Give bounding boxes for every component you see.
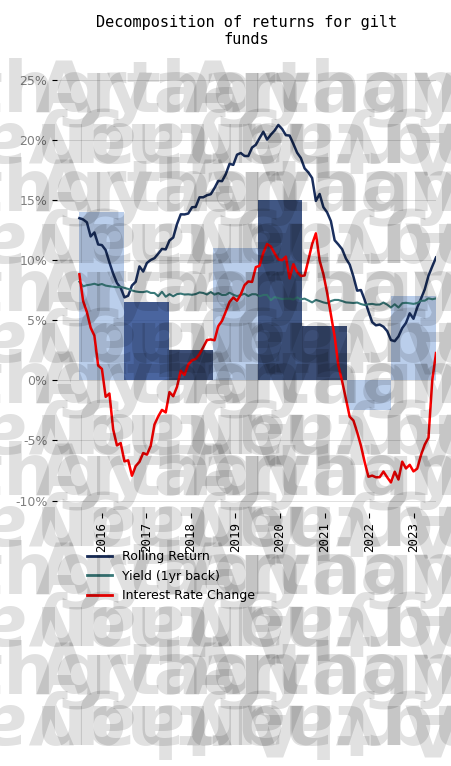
Line: Rolling Return: Rolling Return	[79, 125, 436, 341]
Rolling Return	[257, 133, 262, 142]
Rolling Return	[230, 160, 236, 169]
Text: Arthgyaan: Arthgyaan	[0, 440, 303, 509]
Text: Arthgyaan: Arthgyaan	[184, 440, 451, 509]
Bar	[169, 350, 213, 380]
Legend: Rolling Return, Yield (1yr back), Interest Rate Change: Rolling Return, Yield (1yr back), Intere…	[82, 545, 260, 607]
Text: Arthgyaan: Arthgyaan	[0, 157, 303, 226]
Text: Arthgyaan: Arthgyaan	[184, 540, 451, 609]
Interest Rate Change	[125, 456, 131, 465]
Text: Arthgyaan: Arthgyaan	[35, 157, 451, 226]
Text: Arthgyaan: Arthgyaan	[184, 207, 451, 276]
Text: Arthgyaan: Arthgyaan	[184, 257, 451, 326]
Text: Arthgyaan: Arthgyaan	[35, 207, 451, 276]
Text: Arthgyaan: Arthgyaan	[184, 640, 451, 709]
Bar	[79, 212, 124, 380]
Rolling Return	[411, 314, 416, 323]
Text: Arthgyaan: Arthgyaan	[35, 490, 451, 559]
Yield (1yr back)	[230, 290, 236, 300]
Yield (1yr back)	[257, 292, 262, 301]
Text: Arthgyaan: Arthgyaan	[184, 398, 451, 467]
Text: Arthgyaan: Arthgyaan	[35, 257, 451, 326]
Title: Decomposition of returns for gilt
funds: Decomposition of returns for gilt funds	[96, 15, 397, 47]
Text: Arthgyaan: Arthgyaan	[0, 207, 303, 276]
Text: Arthgyaan: Arthgyaan	[0, 689, 303, 758]
Yield (1yr back)	[125, 284, 131, 293]
Rolling Return	[268, 130, 274, 139]
Yield (1yr back)	[407, 299, 412, 308]
Rolling Return	[178, 210, 184, 219]
Interest Rate Change	[433, 349, 439, 358]
Text: Arthgyaan: Arthgyaan	[184, 490, 451, 559]
Text: Arthgyaan: Arthgyaan	[0, 107, 303, 176]
Text: Arthgyaan: Arthgyaan	[0, 57, 303, 126]
Text: Arthgyaan: Arthgyaan	[35, 306, 451, 375]
Rolling Return	[392, 336, 397, 345]
Text: Arthgyaan: Arthgyaan	[184, 107, 451, 176]
Text: Arthgyaan: Arthgyaan	[0, 349, 303, 417]
Line: Yield (1yr back): Yield (1yr back)	[79, 282, 436, 307]
Text: Arthgyaan: Arthgyaan	[35, 590, 451, 659]
Rolling Return	[276, 120, 281, 129]
Text: Arthgyaan: Arthgyaan	[35, 640, 451, 709]
Text: Arthgyaan: Arthgyaan	[0, 257, 303, 326]
Interest Rate Change	[313, 229, 318, 238]
Text: Arthgyaan: Arthgyaan	[35, 540, 451, 609]
Interest Rate Change	[268, 242, 274, 251]
Yield (1yr back)	[433, 294, 439, 303]
Text: Arthgyaan: Arthgyaan	[184, 689, 451, 758]
Bar	[258, 200, 302, 380]
Bar	[213, 248, 258, 380]
Interest Rate Change	[388, 478, 394, 487]
Text: Arthgyaan: Arthgyaan	[35, 57, 451, 126]
Bar	[124, 302, 169, 380]
Text: Arthgyaan: Arthgyaan	[0, 540, 303, 609]
Text: Arthgyaan: Arthgyaan	[0, 490, 303, 559]
Rolling Return	[77, 214, 82, 223]
Text: Arthgyaan: Arthgyaan	[184, 349, 451, 417]
Text: Arthgyaan: Arthgyaan	[0, 306, 303, 375]
Text: Arthgyaan: Arthgyaan	[35, 689, 451, 758]
Text: Arthgyaan: Arthgyaan	[184, 157, 451, 226]
Yield (1yr back)	[268, 296, 274, 305]
Bar	[347, 380, 391, 411]
Interest Rate Change	[257, 261, 262, 270]
Line: Interest Rate Change: Interest Rate Change	[79, 234, 436, 483]
Interest Rate Change	[77, 270, 82, 279]
Rolling Return	[433, 253, 439, 262]
Yield (1yr back)	[396, 303, 401, 312]
Yield (1yr back)	[77, 277, 82, 286]
Text: Arthgyaan: Arthgyaan	[35, 107, 451, 176]
Text: Arthgyaan: Arthgyaan	[35, 349, 451, 417]
Rolling Return	[125, 291, 131, 300]
Interest Rate Change	[230, 293, 236, 302]
Interest Rate Change	[411, 466, 416, 476]
Text: Arthgyaan: Arthgyaan	[0, 590, 303, 659]
Bar	[391, 296, 436, 380]
Text: Arthgyaan: Arthgyaan	[184, 590, 451, 659]
Text: Arthgyaan: Arthgyaan	[184, 57, 451, 126]
Text: Arthgyaan: Arthgyaan	[0, 398, 303, 467]
Bar	[302, 326, 347, 380]
Yield (1yr back)	[178, 289, 184, 298]
Text: Arthgyaan: Arthgyaan	[35, 440, 451, 509]
Text: Arthgyaan: Arthgyaan	[0, 640, 303, 709]
Interest Rate Change	[178, 366, 184, 375]
Text: Arthgyaan: Arthgyaan	[35, 398, 451, 467]
Text: Arthgyaan: Arthgyaan	[184, 306, 451, 375]
